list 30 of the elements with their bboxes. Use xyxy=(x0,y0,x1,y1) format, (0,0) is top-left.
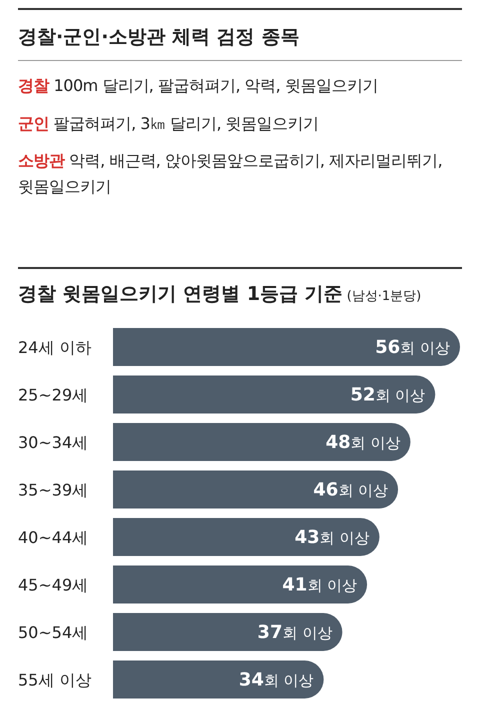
bar xyxy=(113,518,380,556)
data-label: 52회 이상 xyxy=(350,384,426,406)
y-tick-label: 50~54세 xyxy=(18,623,88,642)
y-tick-label: 40~44세 xyxy=(18,528,88,547)
data-label: 34회 이상 xyxy=(238,670,314,690)
y-tick-label: 24세 이하 xyxy=(18,338,92,357)
bar xyxy=(113,328,460,366)
bar xyxy=(113,470,398,508)
y-tick-label: 45~49세 xyxy=(18,576,88,594)
chart-subtitle: (남성·1분당) xyxy=(346,289,422,304)
text: 경찰·군인·소방관 체력 검정 종목 xyxy=(18,10,462,61)
data-label: 56회 이상 xyxy=(375,337,450,358)
data-label: 37회 이상 xyxy=(257,622,332,643)
data-label: 48회 이상 xyxy=(326,432,400,453)
text: 소방관 악력, 배근력, 앉아윗몸앞으로굽히기, 제자리멀리뛰기, 윗몸일으키기 xyxy=(18,150,444,198)
bar xyxy=(113,613,342,651)
text: 경찰 100m 달리기, 팔굽혀펴기, 악력, 윗몸일으키기 xyxy=(18,75,379,97)
bar xyxy=(113,423,410,461)
data-label: 46회 이상 xyxy=(313,480,388,500)
y-tick-label: 30~34세 xyxy=(18,433,88,452)
bar xyxy=(113,566,368,604)
bar xyxy=(113,376,436,414)
bar xyxy=(113,660,324,698)
text: 군인 팔굽혀펴기, 3㎞ 달리기, 윗몸일으키기 xyxy=(18,112,320,135)
data-label: 41회 이상 xyxy=(282,574,358,596)
chart-title: 경찰 윗몸일으키기 연령별 1등급 기준 xyxy=(18,283,343,305)
y-tick-label: 55세 이상 xyxy=(18,670,92,690)
y-tick-label: 25~29세 xyxy=(18,386,88,404)
y-tick-label: 35~39세 xyxy=(18,480,88,500)
data-label: 43회 이상 xyxy=(294,527,370,548)
